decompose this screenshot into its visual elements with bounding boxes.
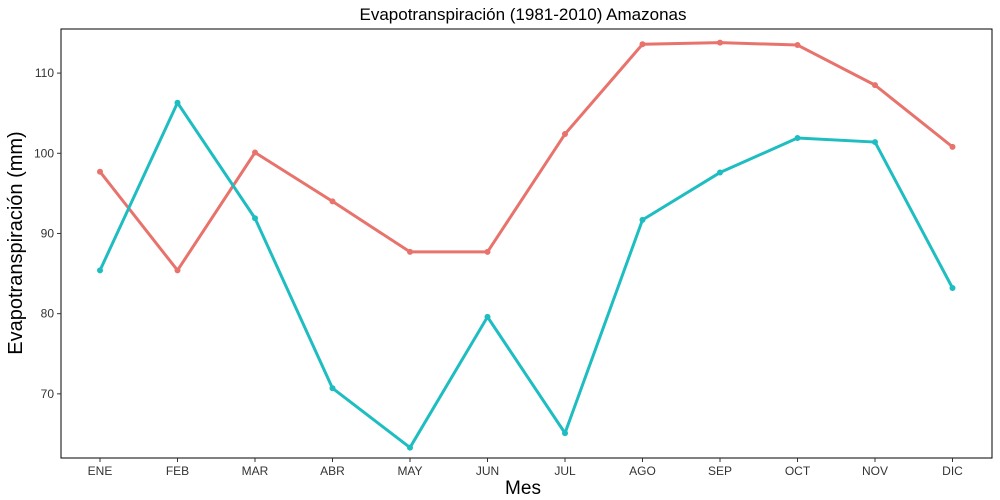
data-point <box>329 198 336 205</box>
x-axis: ENE FEB MAR ABR MAY JUN JUL AGO SEP OCT NOV DIC <box>88 458 963 478</box>
data-point <box>484 313 491 320</box>
series-1 <box>97 39 956 274</box>
x-tick-label: OCT <box>785 464 811 478</box>
x-tick-label: MAY <box>397 464 422 478</box>
data-point <box>949 285 956 292</box>
x-tick-label: JUN <box>476 464 499 478</box>
data-point <box>717 39 723 46</box>
data-point <box>174 99 181 106</box>
x-tick-label: ABR <box>320 464 345 478</box>
data-point <box>639 41 646 48</box>
data-point <box>872 82 878 89</box>
data-point <box>484 248 491 255</box>
x-tick-label: JUL <box>554 464 576 478</box>
x-tick-label: MAR <box>242 464 269 478</box>
data-point <box>872 139 878 146</box>
x-tick-label: AGO <box>629 464 656 478</box>
x-tick-label: ENE <box>88 464 113 478</box>
data-point <box>252 215 258 222</box>
y-tick-label: 90 <box>41 226 55 240</box>
y-axis: 70 80 90 100 110 <box>34 66 61 401</box>
y-axis-title: Evapotranspiración (mm) <box>5 131 27 354</box>
x-tick-label: NOV <box>862 464 888 478</box>
data-point <box>252 149 258 156</box>
data-point <box>717 169 723 176</box>
data-point <box>407 444 413 451</box>
data-point <box>329 385 336 392</box>
data-point <box>174 267 181 274</box>
x-tick-label: SEP <box>708 464 732 478</box>
data-point <box>794 135 801 142</box>
series-line <box>98 101 954 450</box>
plot-panel <box>60 28 993 459</box>
y-tick-label: 80 <box>41 307 55 321</box>
y-tick-label: 70 <box>41 387 55 401</box>
y-tick-label: 110 <box>35 66 54 80</box>
x-axis-title: Mes <box>505 478 541 499</box>
x-tick-label: FEB <box>166 464 189 478</box>
data-point <box>949 143 956 150</box>
data-point <box>407 248 413 255</box>
series-layer <box>97 39 956 451</box>
data-point <box>97 168 103 175</box>
data-point <box>562 430 568 437</box>
data-point <box>639 216 646 223</box>
data-point <box>97 267 103 274</box>
x-tick-label: DIC <box>942 464 963 478</box>
data-point <box>794 42 801 49</box>
series-2 <box>97 99 956 451</box>
data-point <box>562 131 568 138</box>
y-tick-label: 100 <box>34 146 54 160</box>
series-line <box>98 41 954 272</box>
chart-title: Evapotranspiración (1981-2010) Amazonas <box>360 5 687 24</box>
